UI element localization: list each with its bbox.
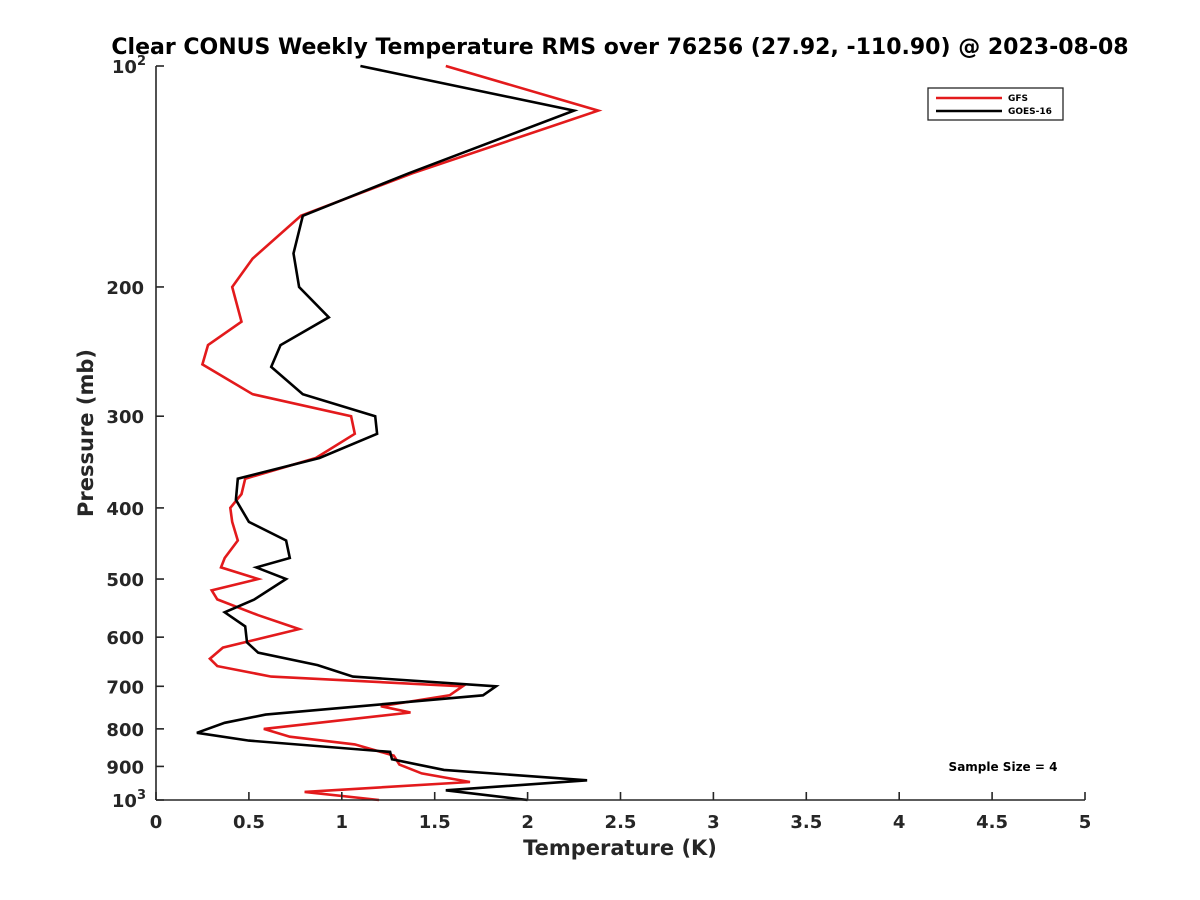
x-tick-label: 5	[1079, 812, 1092, 833]
x-tick-label: 3.5	[790, 812, 822, 833]
x-tick-label: 2.5	[605, 812, 637, 833]
series-line-gfs	[200, 64, 603, 802]
y-tick-label: 102	[112, 54, 146, 78]
x-tick-label: 4.5	[976, 812, 1008, 833]
x-tick-label: 0.5	[233, 812, 265, 833]
y-axis-label: Pressure (mb)	[74, 349, 98, 517]
legend-label-goes-16: GOES-16	[1008, 107, 1052, 117]
chart-title: Clear CONUS Weekly Temperature RMS over …	[111, 35, 1128, 60]
series-layer	[196, 64, 603, 802]
y-tick-label: 300	[106, 407, 144, 428]
y-tick-label: 500	[106, 570, 144, 591]
x-axis-label: Temperature (K)	[523, 836, 717, 860]
legend: GFS GOES-16	[927, 87, 1064, 121]
series-line-goes-16	[196, 64, 588, 802]
legend-box	[927, 87, 1064, 121]
y-tick-label: 400	[106, 499, 144, 520]
x-tick-label: 3	[707, 812, 720, 833]
y-tick-label: 900	[106, 757, 144, 778]
x-tick-label: 1.5	[419, 812, 451, 833]
y-tick-label: 200	[106, 278, 144, 299]
y-tick-label: 700	[106, 677, 144, 698]
axes-layer: 0 0.5 1 1.5 2 2.5 3 3.5 4 4.5 5 102 200 300 400 500 600 7…	[106, 54, 1091, 833]
x-tick-label: 1	[336, 812, 349, 833]
x-tick-label: 2	[521, 812, 534, 833]
sample-size-annotation: Sample Size = 4	[949, 760, 1058, 774]
legend-label-gfs: GFS	[1008, 94, 1028, 104]
y-tick-label: 600	[106, 628, 144, 649]
y-tick-label: 800	[106, 720, 144, 741]
y-tick-label: 103	[112, 788, 146, 812]
x-tick-label: 4	[893, 812, 906, 833]
x-tick-label: 0	[150, 812, 163, 833]
